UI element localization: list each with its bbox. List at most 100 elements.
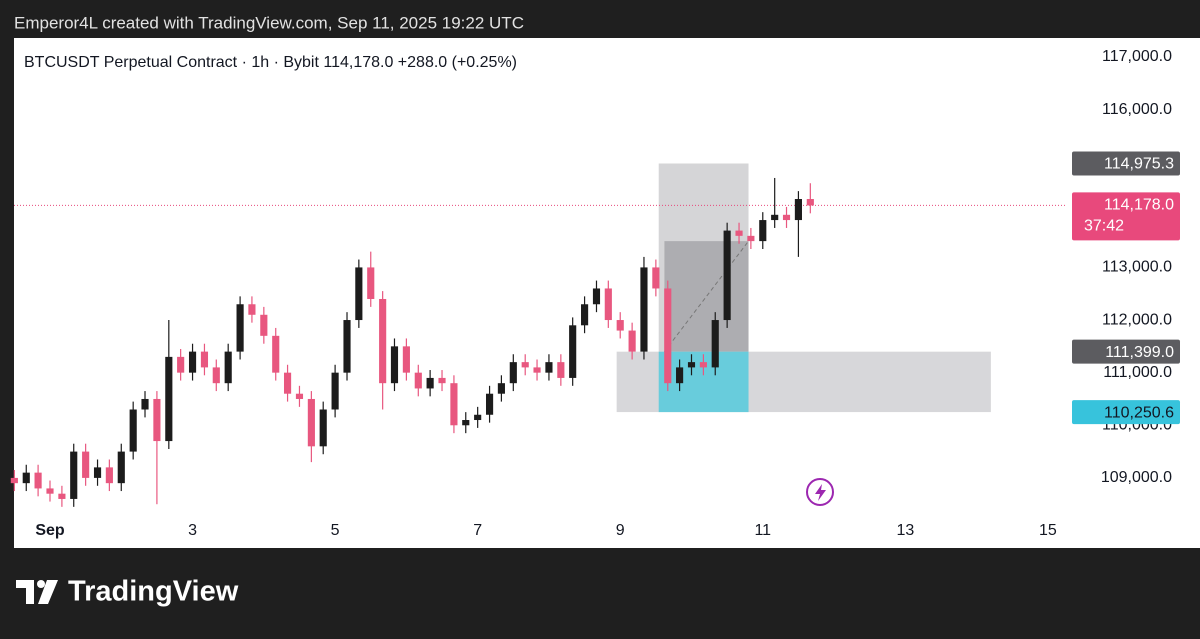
candle-body [105,467,113,484]
candle-body [474,414,482,421]
candle-body [771,214,779,221]
candle-body [794,199,802,221]
price-tag [1072,339,1180,364]
candle-body [628,330,636,352]
candle-body [569,325,577,378]
last-price-label: 114,178.0 [1104,197,1174,214]
countdown: 37:42 [1084,218,1124,235]
logo [16,580,58,604]
candle-body [462,420,470,426]
candle-body [212,367,220,384]
candle-body [616,320,624,331]
price-tag-label: 110,250.6 [1104,404,1174,421]
candle-body [426,377,434,389]
y-tick-label: 116,000.0 [1102,101,1172,118]
candle-body [806,199,814,206]
candle-body [355,267,363,321]
candle-body [200,351,209,368]
candle-body [676,367,684,384]
price-tag [1072,400,1180,425]
candle-body [604,288,612,321]
candle-body [723,230,731,321]
x-tick-label: 5 [331,522,340,539]
candle-body [533,367,541,373]
candle-body [34,472,42,489]
price-tag-label: 114,975.3 [1104,156,1174,173]
y-tick-label: 113,000.0 [1102,259,1172,276]
candle-body [22,472,30,484]
chart-title: BTCUSDT Perpetual Contract · 1h · Bybit … [24,54,517,71]
y-tick-label: 117,000.0 [1102,48,1172,65]
candle-body [283,372,292,394]
candle-body [319,409,327,447]
candle-body [248,304,256,315]
candle-body [450,383,458,426]
candle-body [557,362,565,378]
candle-body [224,351,232,384]
candle-body [438,377,446,384]
candle-body [652,267,660,289]
x-tick-label: 9 [616,522,625,539]
candle-body [367,267,375,299]
candle-body [782,214,791,221]
price-tag-label: 111,399.0 [1105,344,1174,361]
candle-body [46,488,54,494]
candle-body [295,393,304,399]
candle-body [117,451,125,484]
candle-body [153,398,161,442]
x-tick-label: Sep [35,522,65,539]
candle-body [664,288,672,384]
candle-body [687,362,696,368]
candle-body [141,398,149,410]
alert-icon [806,478,834,506]
candle-body [93,467,102,478]
trend-line [664,240,749,352]
candle-body [260,314,268,336]
candle-body [521,362,529,368]
candle-body [711,320,719,368]
candle-body [379,298,387,384]
candle-body [272,335,280,373]
candle-body [485,393,494,415]
candle-body [165,356,173,442]
candle-body [747,235,755,242]
candle-body [58,493,66,499]
y-tick-label: 109,000.0 [1101,469,1172,486]
candle-body [699,362,707,368]
candle-body [592,288,601,305]
y-tick-label: 112,000.0 [1102,311,1172,328]
candle-body [581,304,589,326]
candle-body [331,372,339,410]
candle-body [402,346,410,373]
candle-body [70,451,78,499]
logo-mark [38,580,58,604]
candle-body [343,320,351,373]
y-tick-label: 111,000.0 [1103,364,1172,381]
candle-body [640,267,648,352]
candle-body [735,230,743,236]
plot-area [10,163,1065,507]
logo-dot [37,580,45,588]
candle-body [390,346,399,384]
candle-body [497,383,505,394]
logo-mark [16,580,34,604]
candle-body [10,477,18,484]
candle-body [545,362,553,373]
x-tick-label: 7 [473,522,482,539]
x-tick-label: 3 [188,522,197,539]
x-tick-label: 15 [1039,522,1057,539]
candle-body [759,220,767,242]
footer-brand: TradingView [68,576,239,608]
price-tag [1072,151,1180,176]
candle-body [129,409,137,452]
candle-body [177,356,185,373]
header: Emperor4L created with TradingView.com, … [14,13,524,32]
x-tick-label: 13 [896,522,914,539]
alert-bolt [815,484,826,501]
candle-body [82,451,90,478]
candle-body [414,372,422,389]
candle-body [307,398,315,447]
last-price-tag [1072,192,1180,241]
